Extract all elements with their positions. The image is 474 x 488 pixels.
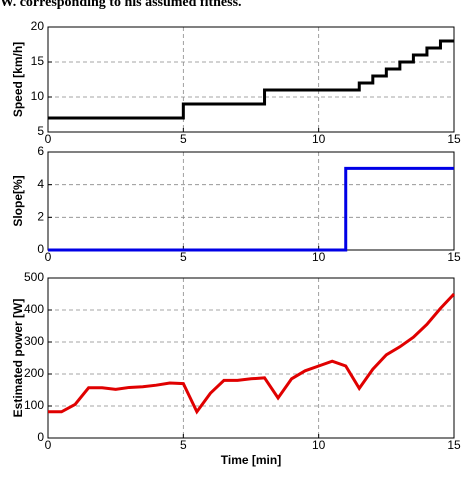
x-tick-label: 10 (312, 132, 326, 146)
x-tick-label: 5 (180, 132, 187, 146)
x-tick-label: 5 (180, 438, 187, 452)
x-tick-label: 10 (312, 438, 326, 452)
y-axis-label: Estimated power [W] (11, 299, 25, 418)
y-tick-label: 2 (37, 210, 44, 224)
y-tick-label: 15 (31, 54, 45, 68)
plot-area (48, 27, 454, 132)
y-tick-label: 5 (37, 124, 44, 138)
y-tick-label: 0 (37, 242, 44, 256)
plot-area (48, 278, 454, 438)
x-tick-label: 5 (180, 250, 187, 264)
plot-frame (47, 26, 455, 133)
x-tick-label: 10 (312, 250, 326, 264)
y-axis-label: Slope[%] (11, 175, 25, 226)
x-tick-label: 15 (447, 438, 461, 452)
x-tick-label: 15 (447, 250, 461, 264)
y-tick-label: 100 (24, 398, 44, 412)
y-tick-label: 4 (37, 177, 44, 191)
y-tick-label: 10 (31, 89, 45, 103)
y-tick-label: 0 (37, 430, 44, 444)
plot-frame (47, 277, 455, 439)
y-tick-label: 200 (24, 366, 44, 380)
y-tick-label: 6 (37, 144, 44, 158)
x-tick-label: 0 (45, 132, 52, 146)
series-line (48, 166, 454, 252)
series-line (48, 39, 454, 120)
x-tick-label: 0 (45, 250, 52, 264)
x-axis-label: Time [min] (221, 453, 281, 467)
y-tick-label: 300 (24, 334, 44, 348)
series-line (48, 292, 456, 415)
y-axis-label: Speed [km/h] (11, 42, 25, 117)
plot-area (48, 152, 454, 250)
y-tick-label: 500 (24, 270, 44, 284)
x-tick-label: 0 (45, 438, 52, 452)
y-tick-label: 400 (24, 302, 44, 316)
y-tick-label: 20 (31, 19, 45, 33)
x-tick-label: 15 (447, 132, 461, 146)
header: W. corresponding to his assumed fitness. (0, 0, 242, 10)
